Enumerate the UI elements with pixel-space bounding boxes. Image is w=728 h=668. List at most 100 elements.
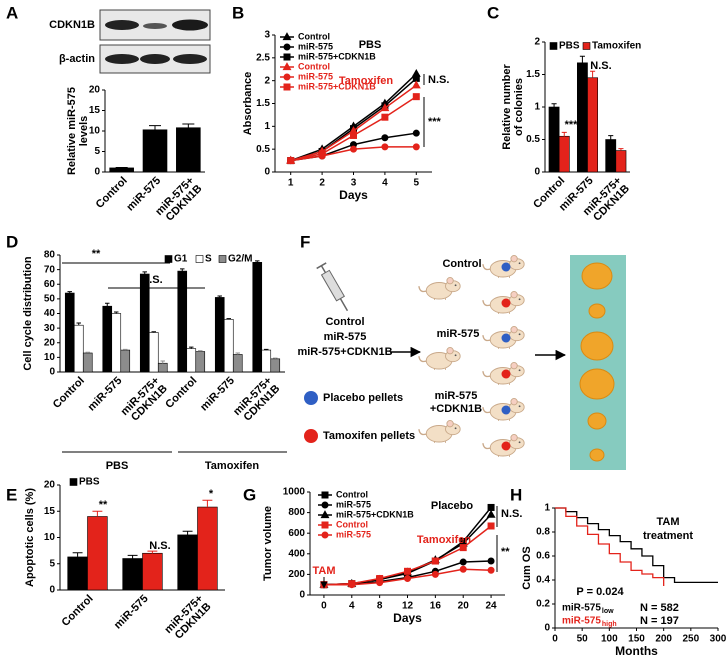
cohort-label: miR-575 xyxy=(435,390,478,402)
y-tick-label: 400 xyxy=(288,548,305,559)
marker xyxy=(381,143,389,151)
y-tick-label: 0.8 xyxy=(536,527,550,538)
x-tick-label: 8 xyxy=(377,601,383,612)
error-bar xyxy=(160,360,165,364)
tumor xyxy=(589,448,605,462)
y-tick-label: 10 xyxy=(89,126,101,137)
legend-label: miR-575 xyxy=(298,41,333,51)
panel-label: H xyxy=(510,485,522,504)
annotation: PBS xyxy=(359,39,382,51)
y-tick-label: 40 xyxy=(44,308,56,319)
bar xyxy=(82,352,93,373)
marker xyxy=(404,567,411,575)
bar xyxy=(548,106,560,173)
blot-band xyxy=(173,54,207,64)
legend-label: miR-575 xyxy=(298,71,333,81)
x-tick-label: 24 xyxy=(486,601,498,612)
pellet xyxy=(501,405,511,415)
error-bar xyxy=(608,135,614,140)
y-tick-label: 15 xyxy=(89,105,101,116)
cohort-label: Control xyxy=(442,258,481,270)
y-tick-label: 0 xyxy=(49,367,55,378)
legend-label: miR-575+CDKN1B xyxy=(298,51,376,61)
marker xyxy=(350,131,357,139)
annotation: treatment xyxy=(643,530,693,542)
mouse xyxy=(418,419,461,444)
annotation: N.S. xyxy=(590,60,611,72)
bar xyxy=(64,292,75,373)
y-tick-label: 2.5 xyxy=(256,52,270,63)
x-axis-label: Months xyxy=(615,644,658,658)
y-axis-label: Cell cycle distribution xyxy=(22,256,34,371)
annotation: N.S. xyxy=(149,540,170,552)
y-tick-label: 1.5 xyxy=(256,98,270,109)
x-tick-label: 3 xyxy=(351,178,357,189)
legend-label: miR-575 xyxy=(336,499,371,509)
y-tick-label: 600 xyxy=(288,528,305,539)
group-label: Control xyxy=(325,316,364,328)
bar xyxy=(142,552,163,591)
syringe xyxy=(316,262,349,312)
legend-label: miR-575 xyxy=(562,603,601,614)
blot-band xyxy=(105,54,139,64)
annotation: P = 0.024 xyxy=(576,586,624,598)
legend-swatch xyxy=(549,42,558,50)
legend-label: G1 xyxy=(174,254,188,265)
legend-label: Control xyxy=(336,489,368,499)
legend-marker xyxy=(321,531,329,539)
y-axis-label: of colonies xyxy=(513,78,525,136)
x-tick-label: 2 xyxy=(319,178,325,189)
marker xyxy=(487,522,495,530)
marker xyxy=(431,570,439,578)
y-tick-label: 0 xyxy=(264,167,270,178)
x-tick-label: Control xyxy=(163,375,199,411)
x-tick-label: Control xyxy=(51,375,87,411)
annotation: N = 197 xyxy=(640,615,679,627)
error-bar xyxy=(618,148,624,151)
x-axis-label: Days xyxy=(339,188,368,202)
error-bar xyxy=(189,346,194,349)
y-tick-label: 2 xyxy=(264,75,270,86)
y-tick-label: 80 xyxy=(44,250,56,261)
y-tick-label: 5 xyxy=(49,558,55,569)
western-blot: CDKN1B β-actin xyxy=(49,9,211,74)
bar xyxy=(148,332,159,373)
legend-label: PBS xyxy=(79,477,100,488)
pellet-key xyxy=(304,429,318,443)
annotation: ** xyxy=(501,546,510,558)
y-tick-label: 15 xyxy=(44,506,56,517)
annotation: Tamoxifen xyxy=(339,75,393,87)
error-bar xyxy=(226,318,231,320)
error-bar xyxy=(142,271,147,275)
bar xyxy=(214,297,225,373)
y-tick-label: 0 xyxy=(534,167,540,178)
legend-marker xyxy=(320,510,330,519)
marker xyxy=(376,579,384,587)
annotation: Placebo xyxy=(431,500,473,512)
legend-swatch xyxy=(218,255,227,263)
y-tick-label: 2 xyxy=(534,37,540,48)
marker xyxy=(381,134,389,142)
cohort-label: +CDKN1B xyxy=(430,403,482,415)
error-bar xyxy=(273,357,278,359)
x-tick-label: 12 xyxy=(402,601,414,612)
legend-label: miR-575 xyxy=(562,616,601,627)
marker xyxy=(381,113,389,121)
x-tick-label: 300 xyxy=(710,634,727,645)
y-axis-label: Absorbance xyxy=(242,72,254,136)
marker xyxy=(459,558,467,566)
bar xyxy=(122,558,143,591)
survival-curve xyxy=(555,507,718,584)
tumor xyxy=(588,303,606,319)
blot-band xyxy=(143,23,167,29)
error-bar xyxy=(202,499,213,508)
error-bar xyxy=(579,55,585,63)
error-bar xyxy=(180,268,185,272)
survival-curve xyxy=(555,507,665,586)
marker xyxy=(348,581,356,589)
group-label: PBS xyxy=(106,460,129,472)
blot-label: β-actin xyxy=(59,53,95,65)
x-tick-label: 4 xyxy=(349,601,355,612)
y-axis-label: Relative number xyxy=(501,63,513,149)
syringe-barrel xyxy=(320,269,346,302)
